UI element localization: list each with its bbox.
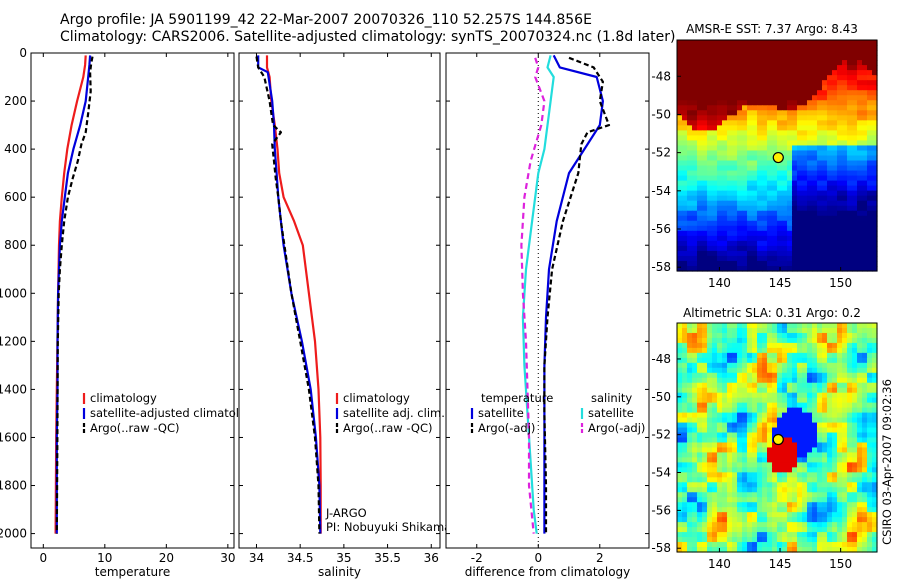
x-tick-label: 35 bbox=[336, 551, 351, 565]
sla-title: Altimetric SLA: 0.31 Argo: 0.2 bbox=[683, 306, 861, 320]
sst-argo-marker bbox=[772, 151, 784, 164]
sst-title: AMSR-E SST: 7.37 Argo: 8.43 bbox=[686, 22, 858, 36]
y-tick-label: 600 bbox=[4, 190, 27, 204]
map-y-tick-label: -48 bbox=[651, 352, 671, 366]
annotation-text: PI: Nobuyuki Shikama bbox=[326, 520, 451, 534]
map-x-tick-label: 140 bbox=[708, 276, 731, 290]
annotation-text: J-ARGO bbox=[325, 506, 367, 520]
map-y-tick-label: -50 bbox=[651, 390, 671, 404]
y-tick-label: 1200 bbox=[0, 334, 27, 348]
legend-label: climatology bbox=[90, 391, 157, 405]
map-y-tick-label: -48 bbox=[651, 69, 671, 83]
y-tick-label: 200 bbox=[4, 94, 27, 108]
map-y-tick-label: -52 bbox=[651, 146, 671, 160]
panel-salinity: 34 34.5 35 35.5 36 salinity climatologysatelli… bbox=[238, 52, 451, 579]
map-x-tick-label: 150 bbox=[829, 276, 852, 290]
y-tick-label: 1400 bbox=[0, 382, 27, 396]
legend-label: satellite bbox=[478, 406, 524, 420]
map-y-tick-label: -54 bbox=[651, 466, 671, 480]
x-tick-label: 34 bbox=[249, 551, 264, 565]
y-tick-label: 1800 bbox=[0, 479, 27, 493]
y-tick-label: 0 bbox=[19, 46, 27, 60]
panel-temperature: 0 10 20 30 0 200 400 600 800 1000 1200 1400 1600 1800… bbox=[0, 46, 260, 579]
x-tick-label: 20 bbox=[159, 551, 174, 565]
sla-frame bbox=[676, 322, 878, 553]
y-tick-label: 1000 bbox=[0, 286, 27, 300]
x-axis-label: temperature bbox=[95, 565, 170, 579]
x-axis-label: difference from climatology bbox=[465, 565, 631, 579]
x-tick-label: 34.5 bbox=[287, 551, 314, 565]
legend-group-title: salinity bbox=[591, 391, 632, 405]
plot-area-temperature bbox=[30, 52, 235, 549]
map-y-tick-label: -50 bbox=[651, 107, 671, 121]
y-tick-label: 1600 bbox=[0, 430, 27, 444]
map-y-tick-label: -54 bbox=[651, 184, 671, 198]
figure-title-line2: Climatology: CARS2006. Satellite-adjuste… bbox=[60, 29, 676, 45]
series-line-argo-raw-qc- bbox=[55, 56, 94, 534]
legend-label: satellite adj. clim. bbox=[343, 406, 445, 420]
legend-label: climatology bbox=[343, 391, 410, 405]
legend-label: Argo(..raw -QC) bbox=[90, 421, 180, 435]
map-x-tick-label: 145 bbox=[769, 276, 792, 290]
map-y-tick-label: -58 bbox=[651, 541, 671, 555]
legend-label: satellite-adjusted climatology bbox=[90, 406, 260, 420]
figure-title-line1: Argo profile: JA 5901199_42 22-Mar-2007 … bbox=[60, 12, 592, 28]
sst-frame bbox=[676, 39, 878, 272]
legend-label: Argo(-adj) bbox=[588, 421, 645, 435]
y-tick-label: 2000 bbox=[0, 527, 27, 541]
x-tick-label: 0 bbox=[534, 551, 542, 565]
x-tick-label: -2 bbox=[471, 551, 483, 565]
map-x-tick-label: 140 bbox=[708, 557, 731, 571]
series-line-salinity-argo-adj- bbox=[520, 57, 546, 534]
sla-argo-marker bbox=[772, 433, 784, 446]
legend-group-title: temperature bbox=[481, 391, 553, 405]
legend-label: Argo(..raw -QC) bbox=[343, 421, 433, 435]
x-tick-label: 2 bbox=[596, 551, 604, 565]
y-tick-label: 800 bbox=[4, 238, 27, 252]
map-x-tick-label: 145 bbox=[769, 557, 792, 571]
series-line-argo-raw-qc- bbox=[255, 56, 321, 534]
series-line-temperature-satellite bbox=[543, 54, 605, 534]
map-sst: AMSR-E SST: 7.37 Argo: 8.43 140 145 150 -48 -… bbox=[651, 22, 878, 290]
x-tick-label: 30 bbox=[220, 551, 235, 565]
map-x-tick-label: 150 bbox=[829, 557, 852, 571]
map-sla: Altimetric SLA: 0.31 Argo: 0.2 140 145 150 -… bbox=[651, 306, 878, 571]
map-y-tick-label: -56 bbox=[651, 503, 671, 517]
sst-field-image bbox=[677, 40, 878, 272]
x-tick-label: 10 bbox=[97, 551, 112, 565]
map-y-tick-label: -56 bbox=[651, 222, 671, 236]
x-axis-label: salinity bbox=[318, 565, 361, 579]
y-tick-label: 400 bbox=[4, 142, 27, 156]
legend-label: Argo(-adj) bbox=[478, 421, 535, 435]
map-y-tick-label: -58 bbox=[651, 260, 671, 274]
plot-area-salinity bbox=[238, 52, 441, 549]
x-tick-label: 36 bbox=[424, 551, 439, 565]
x-tick-label: 0 bbox=[39, 551, 47, 565]
x-tick-label: 35.5 bbox=[374, 551, 401, 565]
series-line-temperature-argo-adj- bbox=[543, 56, 611, 534]
map-y-tick-label: -52 bbox=[651, 428, 671, 442]
credit-text: CSIRO 03-Apr-2007 09:02:36 bbox=[880, 379, 894, 545]
sla-field-image bbox=[677, 323, 878, 553]
legend-label: satellite bbox=[588, 406, 634, 420]
